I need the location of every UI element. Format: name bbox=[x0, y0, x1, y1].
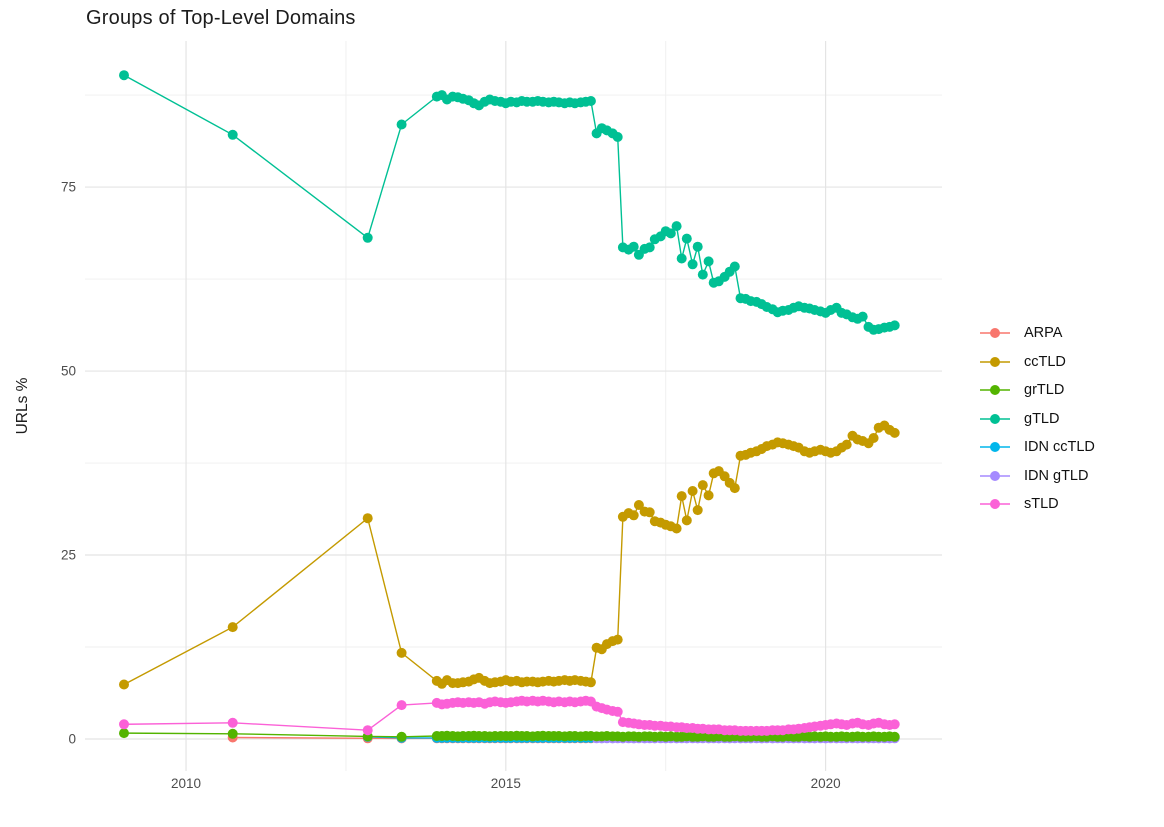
x-tick-label: 2010 bbox=[171, 776, 201, 791]
data-point bbox=[889, 427, 900, 438]
legend-item-grtld: grTLD bbox=[980, 376, 1095, 405]
data-point bbox=[703, 490, 714, 501]
chart-title: Groups of Top-Level Domains bbox=[86, 7, 356, 29]
series-grtld bbox=[119, 728, 900, 742]
data-point bbox=[889, 320, 900, 331]
legend-label: sTLD bbox=[1024, 496, 1059, 513]
y-tick-label: 25 bbox=[61, 548, 76, 563]
legend-key-dot bbox=[990, 413, 1000, 424]
data-point bbox=[396, 119, 407, 130]
data-point bbox=[612, 706, 623, 717]
data-point bbox=[119, 679, 129, 690]
legend-item-gtld: gTLD bbox=[980, 405, 1095, 434]
data-point bbox=[671, 221, 682, 232]
legend-key-dot bbox=[990, 499, 1000, 510]
data-point bbox=[681, 233, 692, 244]
data-point bbox=[841, 439, 852, 450]
y-tick-label: 50 bbox=[61, 364, 76, 379]
data-point bbox=[227, 717, 238, 728]
data-point bbox=[396, 731, 407, 742]
series-stld bbox=[119, 695, 900, 736]
legend-key-dot bbox=[990, 470, 1000, 481]
data-point bbox=[687, 259, 698, 270]
data-point bbox=[628, 241, 639, 252]
y-tick-label: 0 bbox=[68, 731, 76, 746]
legend-key-dot bbox=[990, 328, 1000, 339]
legend-key-dot bbox=[990, 442, 1000, 453]
legend-key-dot bbox=[990, 356, 1000, 367]
legend-item-stld: sTLD bbox=[980, 490, 1095, 519]
data-point bbox=[585, 96, 596, 106]
data-point bbox=[585, 677, 596, 688]
data-point bbox=[703, 256, 714, 267]
data-point bbox=[692, 241, 703, 252]
data-point bbox=[671, 523, 682, 534]
data-point bbox=[665, 228, 676, 239]
legend-label: IDN ccTLD bbox=[1024, 439, 1095, 456]
legend-key-icon bbox=[980, 356, 1010, 367]
data-point bbox=[612, 634, 623, 645]
data-point bbox=[697, 269, 708, 280]
data-point bbox=[644, 242, 655, 253]
data-point bbox=[227, 728, 238, 739]
data-point bbox=[612, 132, 623, 142]
legend-label: IDN gTLD bbox=[1024, 467, 1089, 484]
legend-key-icon bbox=[980, 442, 1010, 453]
legend-key-icon bbox=[980, 413, 1010, 424]
data-point bbox=[396, 700, 407, 711]
data-point bbox=[362, 232, 373, 243]
y-tick-label: 75 bbox=[61, 180, 76, 195]
data-point bbox=[857, 311, 868, 322]
data-point bbox=[362, 513, 373, 524]
data-point bbox=[676, 491, 687, 502]
data-point bbox=[362, 725, 373, 736]
legend-label: gTLD bbox=[1024, 410, 1060, 427]
data-point bbox=[676, 253, 687, 264]
data-point bbox=[889, 719, 900, 730]
data-point bbox=[227, 129, 238, 140]
x-tick-label: 2015 bbox=[491, 776, 521, 791]
series-cctld bbox=[119, 420, 900, 690]
legend-label: grTLD bbox=[1024, 382, 1065, 399]
legend-label: ccTLD bbox=[1024, 353, 1066, 370]
data-point bbox=[644, 507, 655, 518]
data-point bbox=[119, 70, 129, 81]
data-point bbox=[633, 500, 644, 510]
series-gtld bbox=[119, 70, 900, 335]
data-point bbox=[687, 486, 698, 496]
data-point bbox=[119, 728, 129, 739]
data-point bbox=[628, 510, 639, 521]
legend-key-dot bbox=[990, 385, 1000, 396]
legend-label: ARPA bbox=[1024, 325, 1063, 342]
data-point bbox=[227, 622, 238, 633]
data-point bbox=[697, 480, 708, 491]
data-point bbox=[729, 483, 740, 494]
legend: ARPA ccTLD grTLD gTLD IDN ccTLD IDN gTLD sTLD bbox=[980, 319, 1095, 519]
legend-key-icon bbox=[980, 499, 1010, 510]
legend-item-cctld: ccTLD bbox=[980, 348, 1095, 377]
legend-item-idn-gtld: IDN gTLD bbox=[980, 462, 1095, 491]
legend-item-idn-cctld: IDN ccTLD bbox=[980, 433, 1095, 462]
data-point bbox=[889, 731, 900, 742]
data-point bbox=[396, 647, 407, 658]
series-line-gtld bbox=[123, 74, 895, 331]
legend-key-icon bbox=[980, 470, 1010, 481]
data-point bbox=[119, 719, 129, 730]
data-point bbox=[692, 505, 703, 516]
x-tick-label: 2020 bbox=[811, 776, 841, 791]
data-point bbox=[729, 261, 740, 272]
legend-key-icon bbox=[980, 385, 1010, 396]
legend-key-icon bbox=[980, 328, 1010, 339]
legend-item-arpa: ARPA bbox=[980, 319, 1095, 348]
data-point bbox=[681, 515, 692, 526]
data-point bbox=[868, 433, 879, 443]
